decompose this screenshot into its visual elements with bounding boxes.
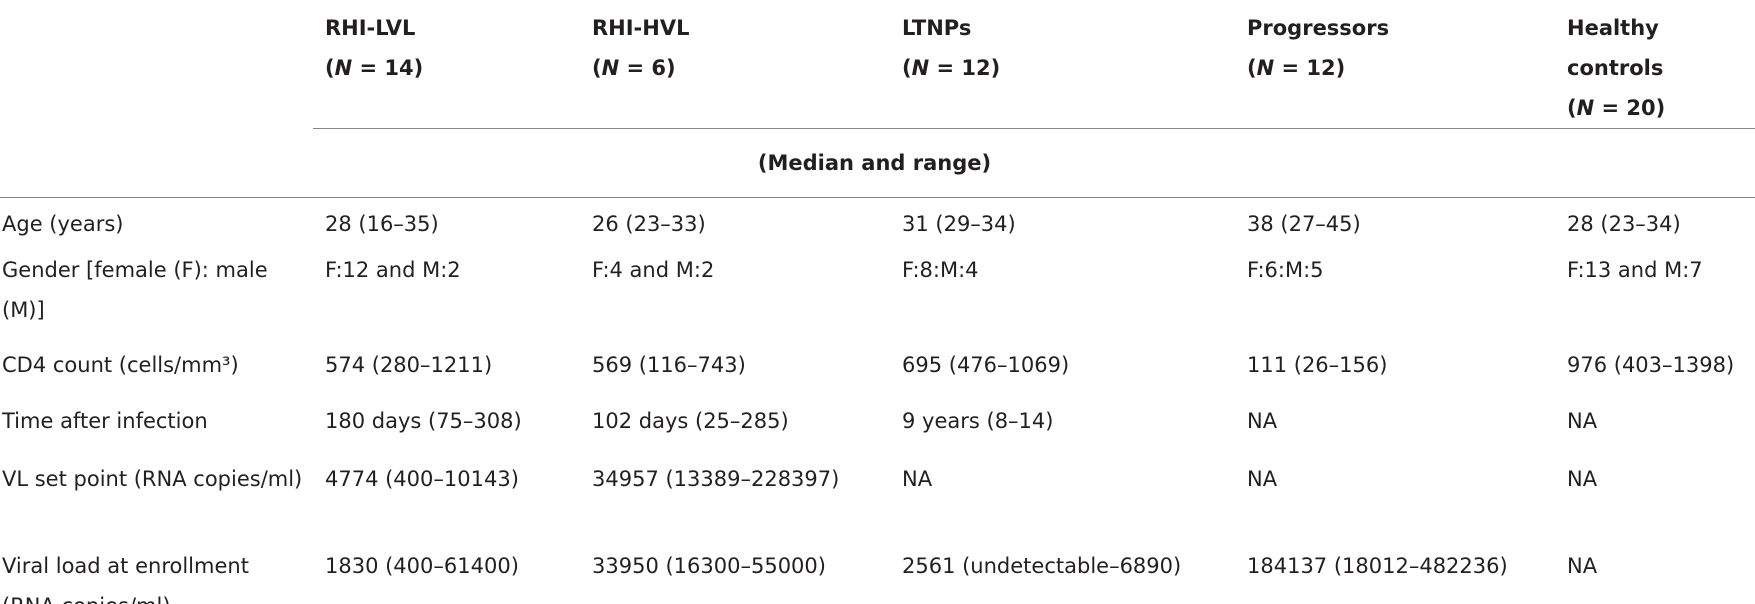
cell: NA (1567, 554, 1598, 578)
column-name: Healthy controls (1567, 16, 1664, 80)
cell: 2561 (undetectable–6890) (902, 554, 1182, 578)
cell: 34957 (13389–228397) (592, 467, 840, 491)
cell: 111 (26–156) (1247, 353, 1388, 377)
column-n: (N = 6) (592, 56, 676, 80)
cell: 569 (116–743) (592, 353, 746, 377)
cell: 976 (403–1398) (1567, 353, 1735, 377)
cell: 26 (23–33) (592, 212, 706, 236)
body-row: Time after infection 180 days (75–308) 102… (0, 395, 1755, 453)
row-label: Age (years) (2, 212, 124, 236)
n-symbol: N (1256, 56, 1275, 80)
column-name: RHI-HVL (592, 16, 690, 40)
n-symbol: N (1576, 96, 1595, 120)
cell: NA (1567, 409, 1598, 433)
cell: 180 days (75–308) (325, 409, 522, 433)
body-row: CD4 count (cells/mm³) 574 (280–1211) 569 (… (0, 339, 1755, 395)
cell: 9 years (8–14) (902, 409, 1054, 433)
header-cell: Healthy controls (N = 20) (1555, 0, 1755, 129)
header-cell: RHI-HVL (N = 6) (580, 0, 890, 129)
column-name: LTNPs (902, 16, 972, 40)
row-label: Time after infection (2, 409, 208, 433)
n-symbol: N (334, 56, 353, 80)
column-n: (N = 12) (1247, 56, 1346, 80)
header-cell (0, 0, 313, 129)
cell: 574 (280–1211) (325, 353, 493, 377)
row-label: Viral load at enrollment (RNA copies/ml) (2, 554, 249, 604)
header-cell: LTNPs (N = 12) (890, 0, 1235, 129)
cell: 4774 (400–10143) (325, 467, 519, 491)
header-cell: Progressors (N = 12) (1235, 0, 1555, 129)
cell: 28 (23–34) (1567, 212, 1681, 236)
cell: 28 (16–35) (325, 212, 439, 236)
subheader: (Median and range) (0, 128, 1755, 198)
cell: 31 (29–34) (902, 212, 1016, 236)
cell: NA (1247, 409, 1278, 433)
cell: F:6:M:5 (1247, 258, 1324, 282)
cell: 33950 (16300–55000) (592, 554, 826, 578)
body-row: Viral load at enrollment (RNA copies/ml)… (0, 540, 1755, 604)
cell: 695 (476–1069) (902, 353, 1070, 377)
cell: 38 (27–45) (1247, 212, 1361, 236)
row-label: VL set point (RNA copies/ml) (2, 467, 303, 491)
n-symbol: N (911, 56, 930, 80)
cell: NA (1247, 467, 1278, 491)
body-row: Gender [female (F): male (M)] F:12 and M:… (0, 244, 1755, 339)
cell: NA (902, 467, 933, 491)
column-n: (N = 20) (1567, 96, 1666, 120)
column-n: (N = 12) (902, 56, 1001, 80)
header-row: RHI-LVL (N = 14) RHI-HVL (N = 6) LTNPs (N = 1… (0, 0, 1755, 129)
cell: F:13 and M:7 (1567, 258, 1703, 282)
subheader-row: (Median and range) (0, 128, 1755, 198)
cell: F:8:M:4 (902, 258, 979, 282)
cell: NA (1567, 467, 1598, 491)
cell: 1830 (400–61400) (325, 554, 519, 578)
header-cell: RHI-LVL (N = 14) (313, 0, 580, 129)
row-label: CD4 count (cells/mm³) (2, 353, 239, 377)
cell: F:12 and M:2 (325, 258, 461, 282)
cell: 102 days (25–285) (592, 409, 789, 433)
column-name: RHI-LVL (325, 16, 416, 40)
column-n: (N = 14) (325, 56, 424, 80)
n-symbol: N (601, 56, 620, 80)
column-name: Progressors (1247, 16, 1390, 40)
row-label: Gender [female (F): male (M)] (2, 258, 268, 322)
body-row: VL set point (RNA copies/ml) 4774 (400–10… (0, 453, 1755, 540)
body-row: Age (years) 28 (16–35) 26 (23–33) 31 (29–34… (0, 198, 1755, 245)
cell: F:4 and M:2 (592, 258, 715, 282)
cell: 184137 (18012–482236) (1247, 554, 1508, 578)
